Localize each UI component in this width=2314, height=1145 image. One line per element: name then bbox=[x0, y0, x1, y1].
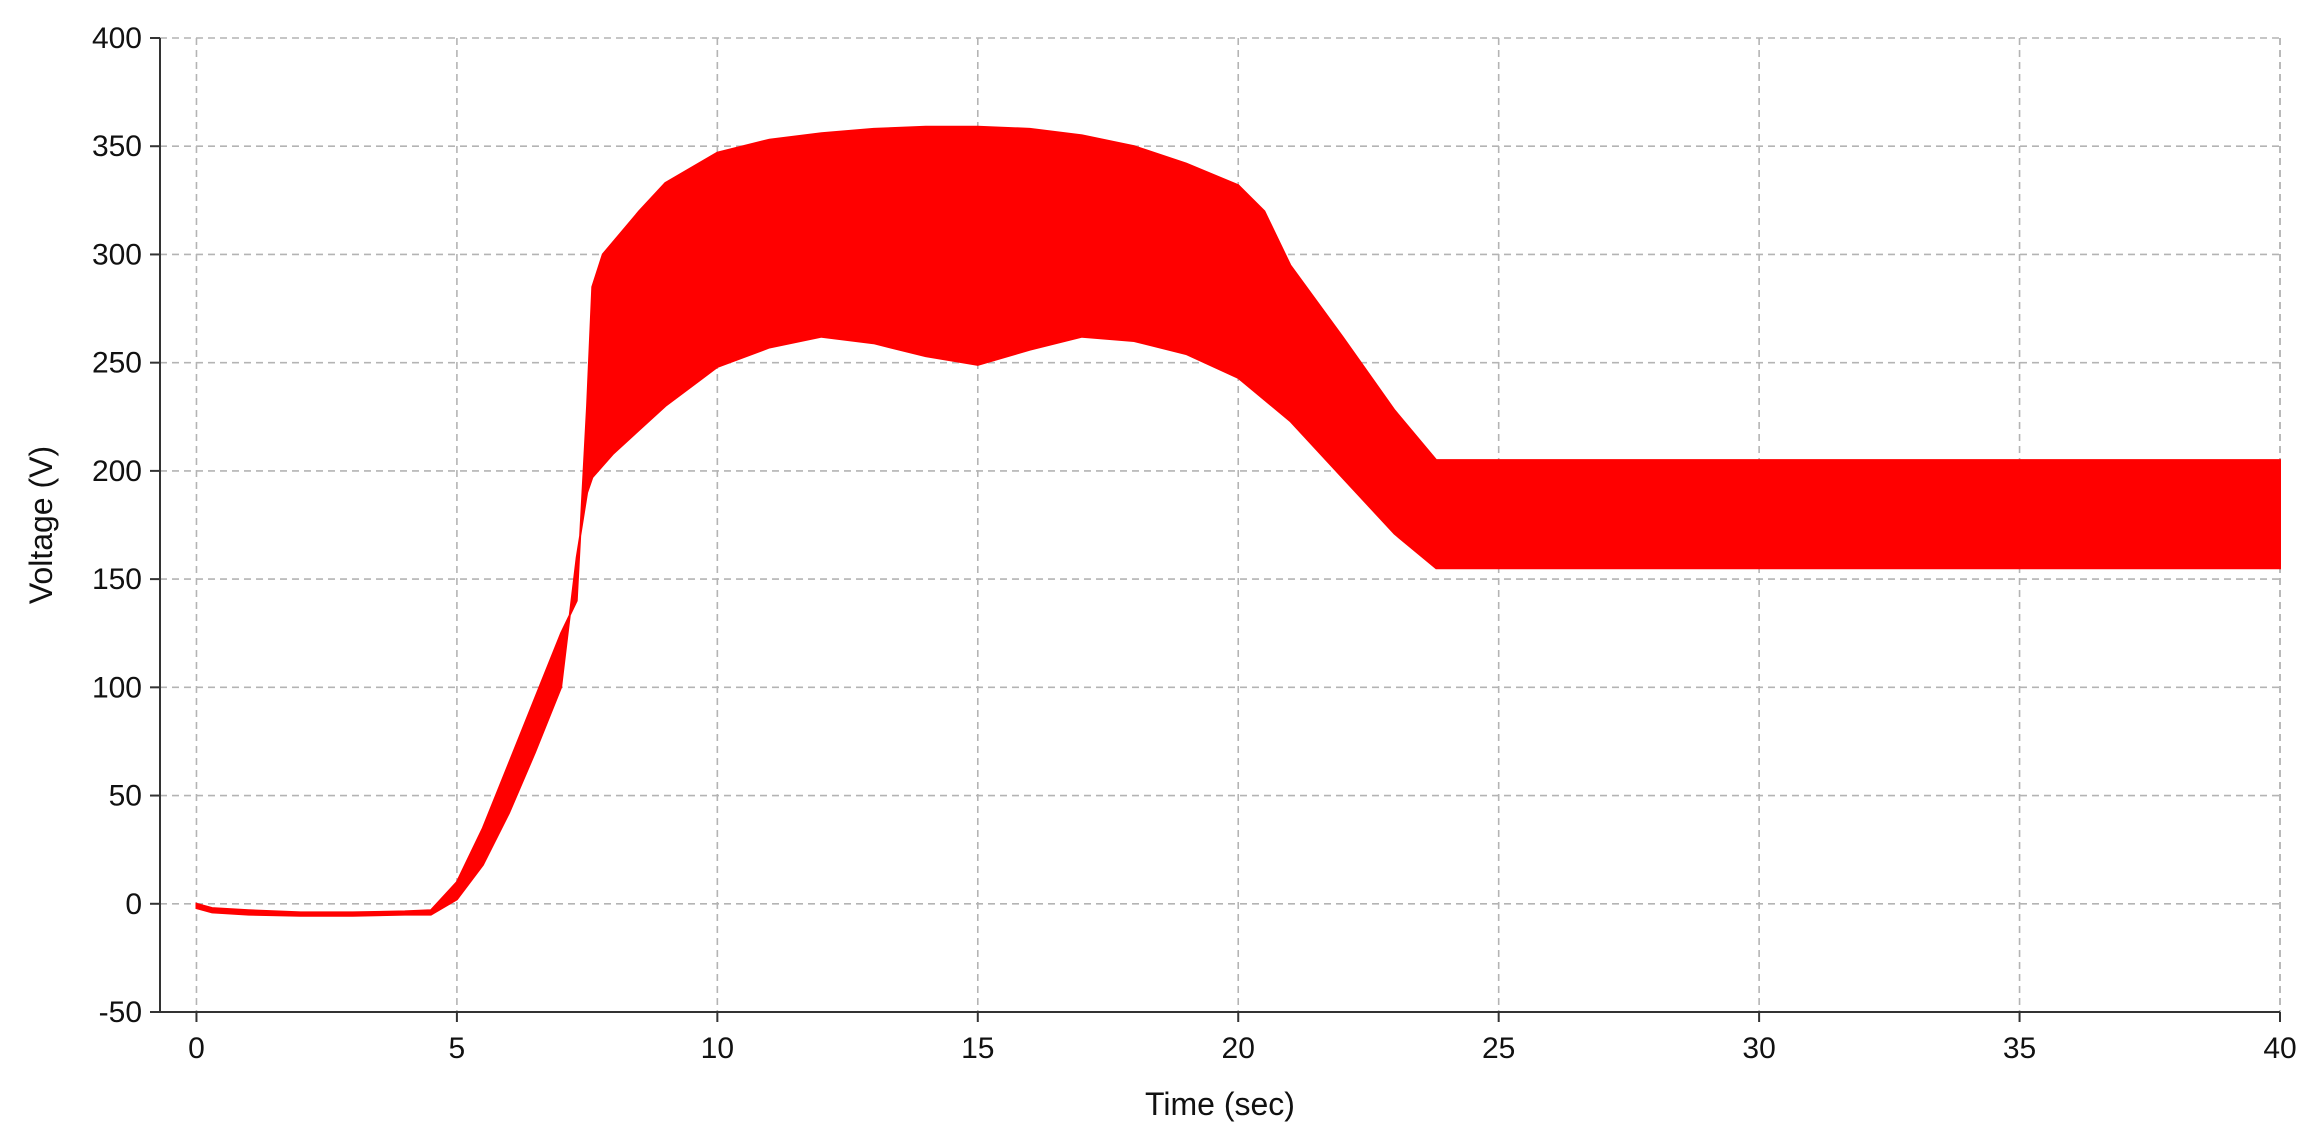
x-tick-label: 0 bbox=[188, 1032, 205, 1065]
x-tick-label: 10 bbox=[701, 1032, 734, 1065]
x-tick-label: 25 bbox=[1482, 1032, 1515, 1065]
voltage-series bbox=[195, 125, 2281, 917]
x-tick-label: 20 bbox=[1222, 1032, 1255, 1065]
x-tick-label: 40 bbox=[2263, 1032, 2296, 1065]
axes bbox=[159, 38, 2280, 1013]
voltage-envelope bbox=[195, 125, 2281, 917]
y-tick-label: 400 bbox=[92, 22, 142, 55]
x-tick-label: 35 bbox=[2003, 1032, 2036, 1065]
x-tick-label: 15 bbox=[961, 1032, 994, 1065]
y-tick-label: 150 bbox=[92, 563, 142, 596]
y-tick-label: 100 bbox=[92, 671, 142, 704]
x-axis-title: Time (sec) bbox=[1145, 1086, 1295, 1122]
y-tick-label: 0 bbox=[125, 888, 142, 921]
y-axis-ticks: -50 0 50 100 150 200 250 300 350 400 bbox=[92, 22, 160, 1029]
y-axis-title: Voltage (V) bbox=[23, 446, 59, 604]
y-tick-label: 350 bbox=[92, 130, 142, 163]
x-tick-label: 30 bbox=[1742, 1032, 1775, 1065]
y-tick-label: 50 bbox=[109, 780, 142, 813]
y-tick-label: 250 bbox=[92, 347, 142, 380]
x-axis-ticks: 0 5 10 15 20 25 30 35 40 bbox=[188, 1012, 2297, 1065]
y-tick-label: 200 bbox=[92, 455, 142, 488]
y-tick-label: -50 bbox=[99, 996, 142, 1029]
y-tick-label: 300 bbox=[92, 238, 142, 271]
x-tick-label: 5 bbox=[449, 1032, 466, 1065]
